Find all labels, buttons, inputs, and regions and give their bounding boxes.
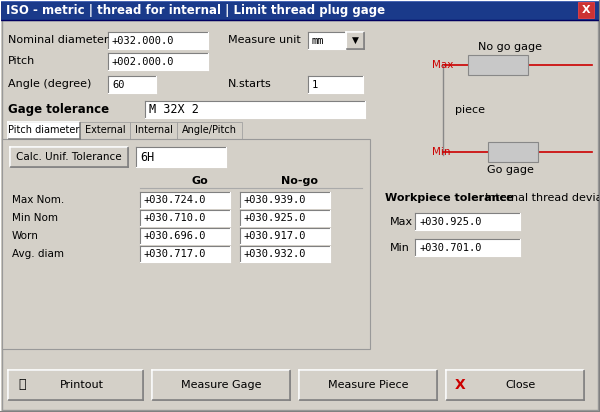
Text: Pitch diameter: Pitch diameter <box>8 125 80 135</box>
Text: mm: mm <box>312 35 325 45</box>
FancyBboxPatch shape <box>8 370 143 400</box>
Text: Min: Min <box>390 243 410 253</box>
FancyBboxPatch shape <box>346 32 364 49</box>
FancyBboxPatch shape <box>0 0 600 2</box>
FancyBboxPatch shape <box>299 370 437 400</box>
Text: 60: 60 <box>112 80 125 89</box>
FancyBboxPatch shape <box>578 2 594 18</box>
Text: No-go: No-go <box>281 176 319 186</box>
Text: Workpiece tolerancе: Workpiece tolerancе <box>385 193 514 203</box>
Text: +030.939.0: +030.939.0 <box>244 195 307 205</box>
Text: +030.925.0: +030.925.0 <box>419 216 482 227</box>
Text: Measure Piece: Measure Piece <box>328 380 408 390</box>
FancyBboxPatch shape <box>108 53 208 70</box>
FancyBboxPatch shape <box>2 20 598 410</box>
FancyBboxPatch shape <box>140 192 230 208</box>
FancyBboxPatch shape <box>240 228 330 244</box>
Text: ISO - metric | thread for internal | Limit thread plug gage: ISO - metric | thread for internal | Lim… <box>6 3 385 16</box>
Text: +030.710.0: +030.710.0 <box>144 213 206 223</box>
Text: Max: Max <box>432 60 454 70</box>
Text: +030.917.0: +030.917.0 <box>244 231 307 241</box>
Text: 1: 1 <box>312 80 318 89</box>
Text: Internal thread deviation: Internal thread deviation <box>485 193 600 203</box>
FancyBboxPatch shape <box>140 246 230 262</box>
FancyBboxPatch shape <box>177 122 242 139</box>
FancyBboxPatch shape <box>0 0 600 20</box>
Text: Angle (degree): Angle (degree) <box>8 79 91 89</box>
Text: +030.717.0: +030.717.0 <box>144 249 206 259</box>
Text: Gage tolerance: Gage tolerance <box>8 103 109 115</box>
Text: Min Nom: Min Nom <box>12 213 58 223</box>
Text: ⎙: ⎙ <box>18 379 26 391</box>
Text: Avg. diam: Avg. diam <box>12 249 64 259</box>
Text: Printout: Printout <box>59 380 104 390</box>
FancyBboxPatch shape <box>308 76 363 93</box>
FancyBboxPatch shape <box>108 76 156 93</box>
Text: 6H: 6H <box>140 150 154 164</box>
FancyBboxPatch shape <box>240 246 330 262</box>
Text: Pitch: Pitch <box>8 56 35 66</box>
Text: Go gage: Go gage <box>487 165 533 175</box>
FancyBboxPatch shape <box>308 32 346 49</box>
Text: +002.000.0: +002.000.0 <box>112 56 175 66</box>
Text: External: External <box>85 125 125 135</box>
Text: piece: piece <box>455 105 485 115</box>
FancyBboxPatch shape <box>145 101 365 118</box>
FancyBboxPatch shape <box>446 370 584 400</box>
Text: N.starts: N.starts <box>228 79 272 89</box>
Text: M 32X 2: M 32X 2 <box>149 103 199 116</box>
Text: Max: Max <box>390 217 413 227</box>
Text: Worn: Worn <box>12 231 39 241</box>
FancyBboxPatch shape <box>152 370 290 400</box>
Text: No go gage: No go gage <box>478 42 542 52</box>
Text: Internal: Internal <box>134 125 172 135</box>
Text: Go: Go <box>191 176 208 186</box>
FancyBboxPatch shape <box>415 239 520 256</box>
Text: X: X <box>455 378 466 392</box>
Text: Measure unit: Measure unit <box>228 35 301 45</box>
Text: +032.000.0: +032.000.0 <box>112 35 175 45</box>
Text: ▼: ▼ <box>352 35 358 44</box>
Text: Angle/Pitch: Angle/Pitch <box>182 125 237 135</box>
Text: Close: Close <box>506 380 536 390</box>
FancyBboxPatch shape <box>2 139 370 349</box>
Text: +030.696.0: +030.696.0 <box>144 231 206 241</box>
Text: Max Nom.: Max Nom. <box>12 195 64 205</box>
Text: +030.701.0: +030.701.0 <box>419 243 482 253</box>
FancyBboxPatch shape <box>80 122 130 139</box>
Text: +030.932.0: +030.932.0 <box>244 249 307 259</box>
Text: +030.724.0: +030.724.0 <box>144 195 206 205</box>
FancyBboxPatch shape <box>240 210 330 226</box>
FancyBboxPatch shape <box>108 32 208 49</box>
FancyBboxPatch shape <box>8 122 80 139</box>
FancyBboxPatch shape <box>140 210 230 226</box>
FancyBboxPatch shape <box>130 122 177 139</box>
FancyBboxPatch shape <box>10 147 128 167</box>
FancyBboxPatch shape <box>136 147 226 167</box>
Text: Measure Gage: Measure Gage <box>181 380 261 390</box>
FancyBboxPatch shape <box>140 228 230 244</box>
Text: Calc. Unif. Tolerance: Calc. Unif. Tolerance <box>16 152 122 162</box>
FancyBboxPatch shape <box>240 192 330 208</box>
FancyBboxPatch shape <box>415 213 520 230</box>
Text: Min: Min <box>432 147 451 157</box>
Text: Nominal diameter: Nominal diameter <box>8 35 109 45</box>
FancyBboxPatch shape <box>468 55 528 75</box>
Text: X: X <box>581 5 590 15</box>
FancyBboxPatch shape <box>488 142 538 162</box>
Text: +030.925.0: +030.925.0 <box>244 213 307 223</box>
